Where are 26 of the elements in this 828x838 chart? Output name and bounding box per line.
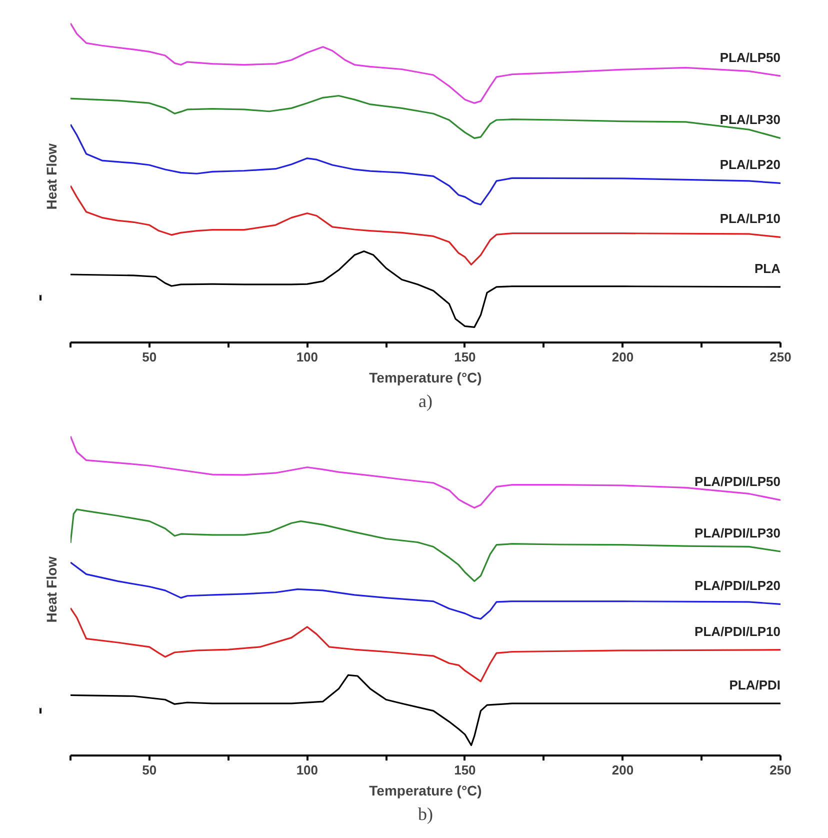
x-axis-title: Temperature (°C) bbox=[369, 370, 482, 386]
y-axis-title: Heat Flow bbox=[44, 143, 60, 210]
series-label: PLA/LP50 bbox=[720, 50, 781, 65]
x-tick-label: 150 bbox=[454, 350, 476, 364]
series-label: PLA/LP30 bbox=[720, 112, 781, 128]
series-label: PLA bbox=[754, 260, 782, 276]
series-label: PLA/PDI/LP10 bbox=[694, 624, 780, 639]
text: a) bbox=[418, 391, 432, 411]
x-tick-label: 150 bbox=[454, 762, 476, 778]
x-tick-label: 50 bbox=[142, 350, 157, 364]
series-label: PLA/PDI/LP30 bbox=[694, 526, 780, 541]
x-tick-label: 100 bbox=[296, 762, 318, 778]
x-tick-label: 100 bbox=[296, 350, 318, 364]
x-tick-label: 200 bbox=[612, 350, 634, 364]
text: b) bbox=[418, 804, 434, 824]
y-axis-title: Heat Flow bbox=[44, 556, 60, 623]
x-tick-label: 50 bbox=[142, 762, 157, 778]
x-tick-label: 250 bbox=[770, 762, 792, 778]
series-label: PLA/PDI/LP20 bbox=[694, 578, 780, 594]
series-label: PLA/LP10 bbox=[720, 211, 781, 226]
x-axis-title: Temperature (°C) bbox=[369, 782, 482, 798]
x-tick-label: 250 bbox=[770, 350, 792, 364]
x-tick-label: 200 bbox=[612, 762, 634, 778]
series-label: PLA/LP20 bbox=[720, 157, 781, 172]
series-label: PLA/PDI bbox=[729, 677, 781, 692]
series-label: PLA/PDI/LP50 bbox=[694, 474, 780, 490]
